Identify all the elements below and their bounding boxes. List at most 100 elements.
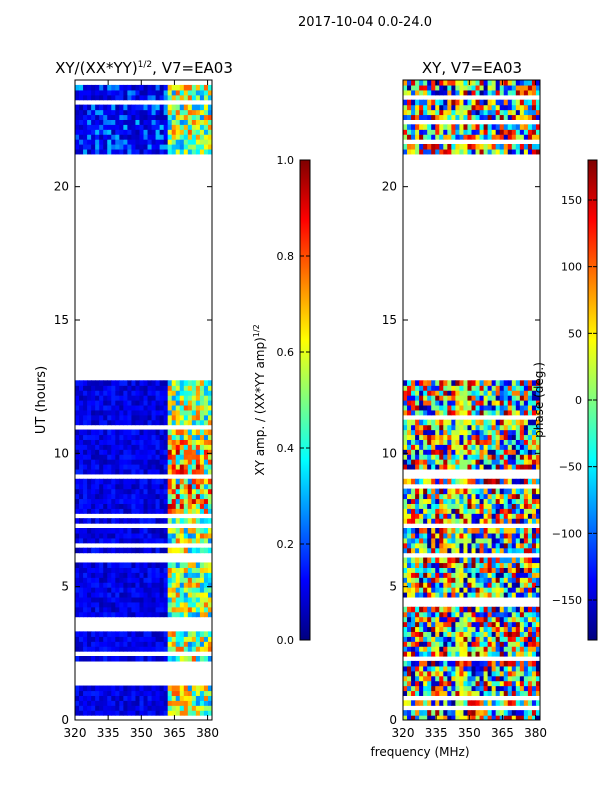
heatmap-cell bbox=[411, 429, 416, 436]
heatmap-cell bbox=[83, 464, 88, 470]
heatmap-cell bbox=[403, 646, 408, 652]
heatmap-cell bbox=[527, 124, 533, 130]
heatmap-cell bbox=[459, 144, 465, 150]
heatmap-cell bbox=[103, 503, 108, 509]
right-panel-title: XY, V7=EA03 bbox=[422, 59, 522, 77]
heatmap-cell bbox=[167, 646, 173, 652]
heatmap-cell bbox=[139, 400, 145, 406]
heatmap-cell bbox=[523, 587, 529, 593]
heatmap-cell bbox=[207, 528, 212, 534]
heatmap-cell bbox=[443, 577, 448, 583]
heatmap-cell bbox=[491, 680, 497, 687]
heatmap-cell bbox=[479, 503, 485, 509]
heatmap-cell bbox=[519, 557, 525, 564]
heatmap-cell bbox=[411, 488, 416, 495]
heatmap-cell bbox=[459, 641, 465, 647]
heatmap-cell bbox=[111, 700, 116, 706]
heatmap-cell bbox=[511, 409, 517, 416]
heatmap-cell bbox=[499, 89, 505, 96]
heatmap-cell bbox=[131, 459, 137, 465]
heatmap-cell bbox=[427, 99, 432, 106]
heatmap-cell bbox=[103, 528, 108, 534]
heatmap-cell bbox=[163, 409, 169, 416]
heatmap-cell bbox=[467, 562, 473, 568]
heatmap-cell bbox=[523, 572, 529, 578]
heatmap-cell bbox=[447, 380, 452, 386]
heatmap-cell bbox=[451, 400, 456, 406]
heatmap-cell bbox=[491, 587, 497, 593]
heatmap-cell bbox=[159, 685, 165, 692]
heatmap-cell bbox=[151, 390, 157, 396]
heatmap-cell bbox=[75, 129, 80, 135]
heatmap-cell bbox=[403, 89, 408, 96]
heatmap-cell bbox=[535, 651, 540, 657]
heatmap-cell bbox=[519, 542, 525, 549]
heatmap-cell bbox=[443, 513, 448, 519]
heatmap-cell bbox=[91, 94, 96, 101]
heatmap-cell bbox=[407, 690, 412, 696]
heatmap-cell bbox=[107, 104, 112, 111]
heatmap-cell bbox=[163, 587, 169, 593]
heatmap-cell bbox=[515, 611, 521, 618]
heatmap-cell bbox=[463, 84, 469, 91]
heatmap-cell bbox=[203, 690, 209, 696]
heatmap-cell bbox=[455, 380, 461, 386]
heatmap-cell bbox=[483, 429, 489, 436]
heatmap-cell bbox=[159, 409, 165, 416]
heatmap-cell bbox=[423, 700, 428, 706]
heatmap-cell bbox=[443, 99, 448, 106]
heatmap-cell bbox=[455, 685, 461, 692]
heatmap-cell bbox=[131, 109, 137, 116]
heatmap-cell bbox=[403, 651, 408, 657]
heatmap-cell bbox=[535, 449, 540, 455]
heatmap-cell bbox=[535, 419, 540, 426]
heatmap-cell bbox=[423, 567, 428, 573]
heatmap-cell bbox=[427, 124, 432, 130]
heatmap-cell bbox=[199, 493, 205, 500]
heatmap-cell bbox=[419, 537, 424, 544]
heatmap-cell bbox=[203, 390, 209, 396]
heatmap-cell bbox=[451, 454, 456, 460]
heatmap-cell bbox=[195, 434, 201, 440]
heatmap-cell bbox=[475, 449, 481, 455]
heatmap-cell bbox=[511, 646, 517, 652]
heatmap-cell bbox=[427, 148, 432, 155]
heatmap-cell bbox=[171, 404, 177, 411]
heatmap-cell bbox=[479, 80, 485, 86]
heatmap-cell bbox=[491, 144, 497, 150]
heatmap-cell bbox=[207, 493, 212, 500]
heatmap-cell bbox=[415, 409, 420, 416]
heatmap-cell bbox=[131, 646, 137, 652]
heatmap-cell bbox=[151, 478, 157, 485]
heatmap-cell bbox=[427, 547, 432, 554]
heatmap-cell bbox=[495, 567, 501, 573]
heatmap-cell bbox=[503, 454, 509, 460]
heatmap-cell bbox=[139, 444, 145, 450]
heatmap-cell bbox=[479, 611, 485, 618]
heatmap-cell bbox=[471, 685, 477, 692]
heatmap-cell bbox=[415, 429, 420, 436]
heatmap-cell bbox=[175, 488, 181, 495]
heatmap-cell bbox=[119, 464, 124, 470]
heatmap-cell bbox=[75, 478, 80, 485]
heatmap-cell bbox=[463, 660, 469, 667]
heatmap-cell bbox=[207, 409, 212, 416]
heatmap-cell bbox=[163, 144, 169, 150]
heatmap-cell bbox=[523, 464, 529, 470]
heatmap-cell bbox=[207, 109, 212, 116]
heatmap-cell bbox=[99, 148, 104, 155]
heatmap-cell bbox=[403, 390, 408, 396]
heatmap-cell bbox=[479, 424, 485, 431]
heatmap-cell bbox=[187, 454, 193, 460]
heatmap-cell bbox=[411, 498, 416, 504]
heatmap-cell bbox=[431, 592, 436, 598]
heatmap-cell bbox=[83, 409, 88, 416]
heatmap-cell bbox=[483, 685, 489, 692]
heatmap-cell bbox=[207, 434, 212, 440]
heatmap-cell bbox=[463, 464, 469, 470]
heatmap-cell bbox=[159, 429, 165, 436]
heatmap-cell bbox=[195, 129, 201, 135]
heatmap-cell bbox=[179, 109, 185, 116]
heatmap-cell bbox=[199, 572, 205, 578]
heatmap-cell bbox=[155, 587, 161, 593]
